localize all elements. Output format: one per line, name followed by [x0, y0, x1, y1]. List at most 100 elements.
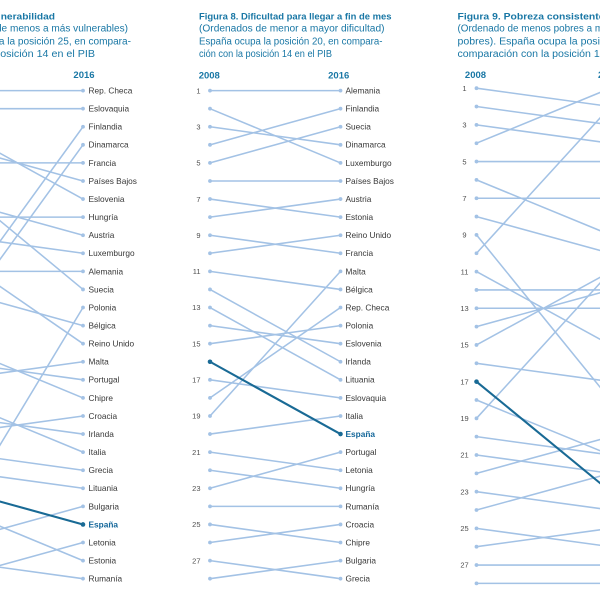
svg-text:Suecia: Suecia — [89, 284, 115, 294]
svg-text:Bélgica: Bélgica — [346, 284, 374, 294]
svg-text:Malta: Malta — [346, 266, 367, 276]
svg-text:Estonia: Estonia — [346, 212, 374, 222]
svg-text:(Ordenado de menos pobres a má: (Ordenado de menos pobres a más — [458, 24, 600, 35]
svg-text:Rumanía: Rumanía — [346, 501, 380, 511]
svg-text:15: 15 — [192, 339, 200, 348]
svg-text:Malta: Malta — [89, 357, 110, 367]
svg-text:23: 23 — [192, 484, 200, 493]
svg-text:19: 19 — [460, 414, 468, 423]
svg-text:Lituania: Lituania — [89, 483, 118, 493]
svg-text:Irlanda: Irlanda — [89, 429, 115, 439]
svg-text:España: España — [346, 429, 376, 439]
svg-text:27: 27 — [460, 561, 468, 570]
svg-text:9: 9 — [462, 231, 466, 240]
svg-text:Polonia: Polonia — [89, 302, 117, 312]
svg-text:11: 11 — [193, 267, 201, 276]
svg-text:Eslovenia: Eslovenia — [89, 194, 125, 204]
svg-text:23: 23 — [460, 487, 468, 496]
svg-text:Italia: Italia — [89, 447, 107, 457]
svg-text:Finlandia: Finlandia — [346, 104, 380, 114]
svg-text:Alemania: Alemania — [346, 86, 381, 96]
svg-text:Eslovaquia: Eslovaquia — [346, 393, 387, 403]
svg-text:Rep. Checa: Rep. Checa — [346, 302, 390, 312]
svg-text:1: 1 — [462, 84, 466, 93]
svg-text:Países Bajos: Países Bajos — [346, 176, 394, 186]
svg-text:ción con la posición 14 en el: ción con la posición 14 en el PIB — [0, 49, 95, 60]
svg-text:Luxemburgo: Luxemburgo — [346, 158, 393, 168]
svg-text:21: 21 — [460, 451, 468, 460]
svg-text:Letonia: Letonia — [89, 537, 117, 547]
svg-text:27: 27 — [192, 556, 200, 565]
svg-text:Chipre: Chipre — [89, 393, 114, 403]
svg-text:7: 7 — [462, 194, 466, 203]
svg-text:3: 3 — [196, 122, 200, 131]
svg-text:Hungría: Hungría — [89, 212, 119, 222]
svg-text:Figura 8. Dificultad para lleg: Figura 8. Dificultad para llegar a fin d… — [199, 11, 392, 22]
svg-text:11: 11 — [461, 267, 469, 276]
svg-text:Eslovenia: Eslovenia — [346, 339, 382, 349]
svg-text:2016: 2016 — [73, 70, 94, 81]
svg-text:Luxemburgo: Luxemburgo — [89, 248, 136, 258]
svg-text:España: España — [89, 519, 119, 529]
svg-text:13: 13 — [460, 304, 468, 313]
svg-text:España ocupa la posición 25, e: España ocupa la posición 25, en compara- — [0, 36, 131, 47]
svg-text:Francia: Francia — [346, 248, 374, 258]
svg-text:España ocupa la posición 20, e: España ocupa la posición 20, en compara- — [199, 36, 383, 47]
svg-text:Figura 7. Vulnerabilidad: Figura 7. Vulnerabilidad — [0, 11, 55, 22]
svg-text:Alemania: Alemania — [89, 266, 124, 276]
svg-text:Suecia: Suecia — [346, 122, 372, 132]
svg-text:Reino Unido: Reino Unido — [346, 230, 392, 240]
svg-text:19: 19 — [192, 412, 200, 421]
svg-text:Francia: Francia — [89, 158, 117, 168]
svg-text:Grecia: Grecia — [346, 574, 371, 584]
svg-text:Hungría: Hungría — [346, 483, 376, 493]
svg-text:Croacia: Croacia — [89, 411, 118, 421]
svg-text:7: 7 — [196, 195, 200, 204]
svg-text:Eslovaquia: Eslovaquia — [89, 104, 130, 114]
svg-text:(Ordenados de menos a más vuln: (Ordenados de menos a más vulnerables) — [0, 24, 128, 35]
svg-text:Portugal: Portugal — [346, 447, 377, 457]
svg-text:2008: 2008 — [465, 70, 486, 81]
svg-text:Italia: Italia — [346, 411, 364, 421]
svg-text:Austria: Austria — [346, 194, 372, 204]
svg-text:9: 9 — [196, 231, 200, 240]
svg-text:Grecia: Grecia — [89, 465, 114, 475]
svg-text:Irlanda: Irlanda — [346, 357, 372, 367]
svg-text:Polonia: Polonia — [346, 321, 374, 331]
svg-text:5: 5 — [196, 159, 200, 168]
svg-text:17: 17 — [192, 376, 200, 385]
svg-text:(Ordenados de menor a mayor di: (Ordenados de menor a mayor dificultad) — [199, 24, 385, 35]
svg-text:Chipre: Chipre — [346, 537, 371, 547]
svg-text:Dinamarca: Dinamarca — [89, 140, 130, 150]
svg-text:Rep. Checa: Rep. Checa — [89, 86, 133, 96]
svg-text:5: 5 — [462, 157, 466, 166]
svg-text:2016: 2016 — [328, 71, 349, 82]
svg-text:ción con la posición 14 en el: ción con la posición 14 en el PIB — [199, 49, 332, 60]
svg-text:pobres). España ocupa la posic: pobres). España ocupa la posición 23, en — [458, 36, 600, 47]
svg-text:Rumanía: Rumanía — [89, 574, 123, 584]
svg-text:Letonia: Letonia — [346, 465, 374, 475]
svg-text:25: 25 — [460, 524, 468, 533]
svg-text:13: 13 — [192, 303, 200, 312]
svg-text:Finlandia: Finlandia — [89, 122, 123, 132]
svg-text:17: 17 — [460, 377, 468, 386]
svg-text:Bélgica: Bélgica — [89, 321, 117, 331]
svg-text:Estonia: Estonia — [89, 556, 117, 566]
svg-text:15: 15 — [460, 341, 468, 350]
svg-text:Dinamarca: Dinamarca — [346, 140, 387, 150]
svg-text:Lituania: Lituania — [346, 375, 375, 385]
svg-text:Bulgaria: Bulgaria — [89, 501, 120, 511]
svg-text:3: 3 — [462, 121, 466, 130]
svg-text:Figura 9. Pobreza consistente: Figura 9. Pobreza consistente — [458, 11, 600, 22]
svg-text:Países Bajos: Países Bajos — [89, 176, 137, 186]
svg-text:Portugal: Portugal — [89, 375, 120, 385]
svg-text:2008: 2008 — [199, 71, 220, 82]
svg-text:25: 25 — [192, 520, 200, 529]
svg-text:Reino Unido: Reino Unido — [89, 339, 135, 349]
svg-text:21: 21 — [192, 448, 200, 457]
svg-text:1: 1 — [196, 86, 200, 95]
svg-text:comparación con la posición 14: comparación con la posición 14 en el PIB — [458, 49, 600, 60]
svg-text:2016: 2016 — [598, 70, 600, 81]
svg-text:Austria: Austria — [89, 230, 115, 240]
svg-text:Croacia: Croacia — [346, 519, 375, 529]
